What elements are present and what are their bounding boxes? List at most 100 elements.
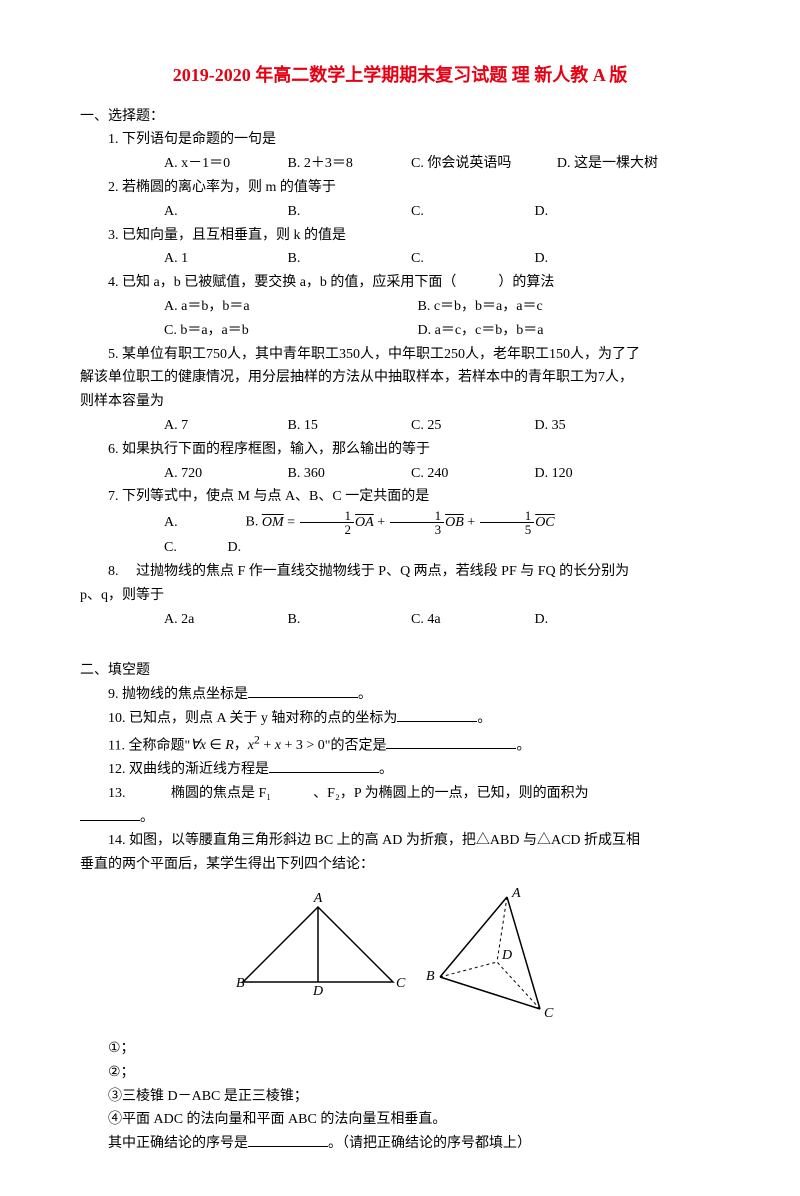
q4-opt-b: B. c＝b，b＝a，a＝c: [376, 295, 626, 319]
q7-options-row2: C. D.: [80, 536, 720, 560]
q10-suffix: 。: [477, 711, 491, 726]
q5-stem-line3: 则样本容量为: [80, 390, 720, 414]
q2-opt-d: D.: [493, 200, 613, 224]
q11-prefix: 11. 全称命题": [108, 738, 190, 753]
q7-opt-c: C.: [122, 536, 182, 560]
q13-stem: 13. 椭圆的焦点是 F₁ 、F₂，P 为椭圆上的一点，已知，则的面积为: [108, 786, 589, 801]
label-c: C: [396, 976, 406, 991]
q1-stem: 1. 下列语句是命题的一句是: [80, 128, 720, 152]
q10-blank: [397, 707, 477, 722]
q7-opt-d: D.: [186, 536, 306, 560]
q9: 9. 抛物线的焦点坐标是 。: [80, 683, 720, 707]
q7-options-row1: A. B. OM = 12OA + 13OB + 15OC: [80, 509, 720, 536]
q4-opt-c: C. b＝a，a＝b: [122, 319, 372, 343]
q5-opt-b: B. 15: [246, 414, 366, 438]
q3-opt-d: D.: [493, 247, 613, 271]
q14-c3: ③三棱锥 D－ABC 是正三棱锥；: [80, 1085, 720, 1109]
q14-c1: ①；: [80, 1037, 720, 1061]
q4-options-row1: A. a＝b，b＝a B. c＝b，b＝a，a＝c: [80, 295, 720, 319]
q3-opt-b: B.: [246, 247, 366, 271]
q11-formula: ∀x ∈ R，x2 + x + 3 > 0: [190, 738, 325, 753]
q11-suffix: 。: [516, 738, 530, 753]
q4-options-row2: C. b＝a，a＝b D. a＝c，c＝b，b＝a: [80, 319, 720, 343]
q14-c5: 其中正确结论的序号是 。（请把正确结论的序号都填上）: [80, 1132, 720, 1156]
q11: 11. 全称命题"∀x ∈ R，x2 + x + 3 > 0"的否定是 。: [80, 731, 720, 758]
q4-opt-d: D. a＝c，c＝b，b＝a: [376, 319, 626, 343]
q1-options: A. x－1＝0 B. 2＋3＝8 C. 你会说英语吗 D. 这是一棵大树: [80, 152, 720, 176]
q8-stem-line1: 8. 过抛物线的焦点 F 作一直线交抛物线于 P、Q 两点，若线段 PF 与 F…: [80, 560, 720, 584]
q5-opt-c: C. 25: [369, 414, 489, 438]
q3-options: A. 1 B. C. D.: [80, 247, 720, 271]
q8-opt-d: D.: [493, 608, 613, 632]
q8-opt-b: B.: [246, 608, 366, 632]
label-a: A: [511, 887, 521, 901]
q14-c5-prefix: 其中正确结论的序号是: [108, 1136, 248, 1151]
label-b: B: [236, 976, 245, 991]
q6-opt-c: C. 240: [369, 462, 489, 486]
q9-stem: 9. 抛物线的焦点坐标是: [108, 687, 248, 702]
section-2-heading: 二、填空题: [80, 659, 720, 683]
q2-options: A. B. C. D.: [80, 200, 720, 224]
q1-opt-b: B. 2＋3＝8: [246, 152, 366, 176]
q2-opt-c: C.: [369, 200, 489, 224]
q12: 12. 双曲线的渐近线方程是 。: [80, 758, 720, 782]
triangle-flat-figure: A B C D: [228, 887, 408, 1007]
label-b: B: [426, 969, 435, 984]
q6-opt-d: D. 120: [493, 462, 613, 486]
q7-opt-b-prefix: B.: [246, 515, 262, 530]
q14-c5-blank: [248, 1132, 328, 1147]
q4-stem: 4. 已知 a，b 已被赋值，要交换 a，b 的值，应采用下面（ ）的算法: [80, 271, 720, 295]
q12-stem: 12. 双曲线的渐近线方程是: [108, 762, 269, 777]
q3-opt-a: A. 1: [122, 247, 242, 271]
q8-options: A. 2a B. C. 4a D.: [80, 608, 720, 632]
q6-opt-a: A. 720: [122, 462, 242, 486]
q3-stem: 3. 已知向量，且互相垂直，则 k 的值是: [80, 224, 720, 248]
q10-stem: 10. 已知点，则点 A 关于 y 轴对称的点的坐标为: [108, 711, 397, 726]
q14-c4: ④平面 ADC 的法向量和平面 ABC 的法向量互相垂直。: [80, 1108, 720, 1132]
q5-opt-a: A. 7: [122, 414, 242, 438]
q1-opt-c: C. 你会说英语吗: [369, 152, 511, 176]
q14-stem-line2: 垂直的两个平面后，某学生得出下列四个结论：: [80, 853, 720, 877]
q10: 10. 已知点，则点 A 关于 y 轴对称的点的坐标为 。: [80, 707, 720, 731]
q3-opt-c: C.: [369, 247, 489, 271]
q1-opt-a: A. x－1＝0: [122, 152, 242, 176]
page-title: 2019-2020 年高二数学上学期期末复习试题 理 新人教 A 版: [80, 60, 720, 91]
q8-stem-line2: p、q，则等于: [80, 584, 720, 608]
q12-blank: [269, 758, 379, 773]
q13-blank-line: 。: [80, 806, 720, 830]
q8-opt-c: C. 4a: [369, 608, 489, 632]
q6-stem: 6. 如果执行下面的程序框图，输入，那么输出的等于: [80, 438, 720, 462]
q14-figures: A B C D A B C D: [80, 887, 720, 1027]
label-a: A: [313, 891, 323, 906]
q8-opt-a: A. 2a: [122, 608, 242, 632]
label-d: D: [312, 984, 323, 999]
label-d: D: [501, 948, 512, 963]
q9-suffix: 。: [358, 687, 372, 702]
q5-stem-line1: 5. 某单位有职工750人，其中青年职工350人，中年职工250人，老年职工15…: [80, 343, 720, 367]
q13-blank: [80, 806, 140, 821]
q2-opt-a: A.: [122, 200, 242, 224]
q14-c5-suffix: 。（请把正确结论的序号都填上）: [328, 1136, 531, 1151]
q13: 13. 椭圆的焦点是 F₁ 、F₂，P 为椭圆上的一点，已知，则的面积为: [80, 782, 720, 806]
q7-stem: 7. 下列等式中，使点 M 与点 A、B、C 一定共面的是: [80, 485, 720, 509]
q2-stem: 2. 若椭圆的离心率为，则 m 的值等于: [80, 176, 720, 200]
q13-suffix: 。: [140, 810, 154, 825]
label-c: C: [544, 1006, 554, 1021]
tetrahedron-figure: A B C D: [412, 887, 572, 1027]
q6-opt-b: B. 360: [246, 462, 366, 486]
q7-opt-b: B. OM = 12OA + 13OB + 15OC: [246, 515, 555, 530]
q14-c2: ②；: [80, 1061, 720, 1085]
q5-opt-d: D. 35: [493, 414, 613, 438]
q2-opt-b: B.: [246, 200, 366, 224]
q11-blank: [386, 734, 516, 749]
section-1-heading: 一、选择题：: [80, 105, 720, 129]
q1-opt-d: D. 这是一棵大树: [515, 152, 658, 176]
q5-options: A. 7 B. 15 C. 25 D. 35: [80, 414, 720, 438]
q4-opt-a: A. a＝b，b＝a: [122, 295, 372, 319]
q12-suffix: 。: [379, 762, 393, 777]
q5-stem-line2: 解该单位职工的健康情况，用分层抽样的方法从中抽取样本，若样本中的青年职工为7人，: [80, 366, 720, 390]
q11-mid: "的否定是: [325, 738, 387, 753]
q6-options: A. 720 B. 360 C. 240 D. 120: [80, 462, 720, 486]
q7-opt-b-formula: OM = 12OA + 13OB + 15OC: [262, 515, 555, 530]
q7-opt-a: A.: [122, 511, 242, 535]
